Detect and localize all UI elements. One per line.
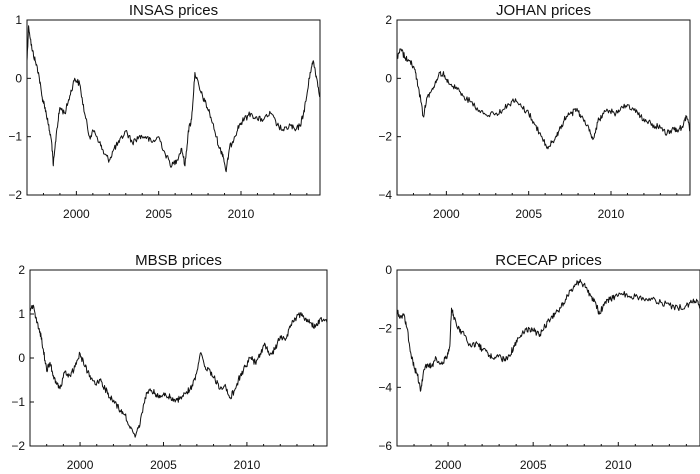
price-series-line — [26, 25, 321, 173]
y-tick-label: −1 — [8, 130, 22, 144]
y-tick-label: 1 — [18, 307, 25, 321]
x-tick-label: 2005 — [150, 458, 177, 472]
plot-frame — [29, 269, 328, 447]
y-tick-label: 1 — [15, 13, 22, 27]
y-tick-label: 2 — [18, 263, 25, 277]
y-tick-label: −1 — [11, 395, 25, 409]
y-tick-label: −4 — [378, 380, 392, 394]
panel-mbsb: MBSB prices −2 −1 0 1 2 2000 2005 2010 — [11, 252, 328, 472]
x-tick-label: 2005 — [520, 458, 547, 472]
plot-frame — [26, 19, 321, 196]
x-tick-label: 2005 — [145, 207, 172, 221]
y-tick-label: −2 — [378, 322, 392, 336]
plot-frame — [396, 269, 700, 447]
x-tick-label: 2005 — [515, 207, 542, 221]
x-tick-label: 2000 — [67, 458, 94, 472]
x-tick-label: 2000 — [433, 207, 460, 221]
price-series-line — [396, 279, 700, 392]
y-tick-label: 0 — [18, 351, 25, 365]
x-tick-label: 2010 — [228, 207, 255, 221]
y-tick-label: 2 — [385, 13, 392, 27]
y-tick-label: −2 — [11, 439, 25, 453]
chart-title-rcecap: RCECAP prices — [495, 252, 601, 269]
x-tick-label: 2010 — [605, 458, 632, 472]
panel-rcecap: RCECAP prices −6 −4 −2 0 2000 2005 2010 — [378, 252, 700, 472]
y-tick-label: −4 — [378, 188, 392, 202]
price-series-line — [396, 48, 691, 150]
y-tick-label: 0 — [15, 71, 22, 85]
y-tick-label: −6 — [378, 439, 392, 453]
x-tick-label: 2000 — [63, 207, 90, 221]
x-tick-label: 2000 — [435, 458, 462, 472]
price-series-line — [29, 304, 328, 438]
x-tick-label: 2010 — [598, 207, 625, 221]
panel-insas: INSAS prices −2 −1 0 1 2000 2005 2010 — [8, 2, 321, 221]
chart-title-insas: INSAS prices — [129, 2, 218, 19]
plot-frame — [396, 19, 691, 196]
y-tick-label: 0 — [385, 263, 392, 277]
y-tick-label: −2 — [378, 130, 392, 144]
y-tick-label: 0 — [385, 71, 392, 85]
y-tick-label: −2 — [8, 188, 22, 202]
chart-title-johan: JOHAN prices — [496, 2, 591, 19]
x-tick-label: 2010 — [234, 458, 261, 472]
chart-title-mbsb: MBSB prices — [135, 252, 222, 269]
panel-johan: JOHAN prices −4 −2 0 2 2000 2005 2010 — [378, 2, 691, 221]
